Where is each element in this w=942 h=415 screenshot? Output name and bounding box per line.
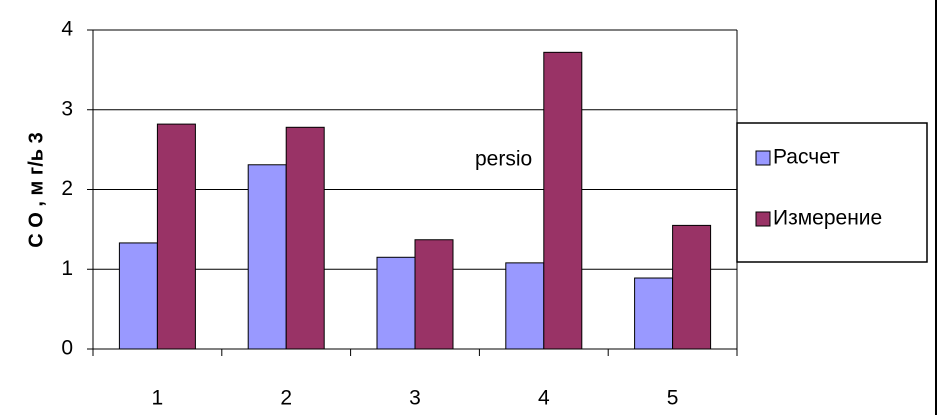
x-tick-label: 3 [409, 387, 421, 410]
bar [414, 239, 454, 350]
bar [156, 123, 196, 350]
bar [634, 277, 674, 350]
legend-box [736, 122, 928, 263]
bar [376, 256, 416, 350]
y-tick-label: 2 [61, 177, 73, 200]
y-tick-label: 3 [61, 97, 73, 120]
bar [505, 262, 545, 350]
legend-swatch [755, 150, 771, 166]
y-tick-label: 4 [61, 18, 73, 41]
x-tick-label: 1 [152, 387, 164, 410]
bar [543, 51, 583, 350]
y-tick-label: 0 [61, 337, 73, 360]
y-axis-label: С О , м г/ь 3 [25, 132, 47, 247]
bar [285, 126, 325, 350]
annotation: persio [475, 148, 532, 171]
bar [672, 224, 712, 350]
bar [247, 164, 287, 350]
x-tick-label: 5 [667, 387, 679, 410]
legend-label: Измерение [773, 207, 882, 230]
legend-label: Расчет [773, 146, 840, 169]
y-tick-label: 1 [61, 257, 73, 280]
bar [118, 242, 158, 350]
x-tick-label: 4 [538, 387, 550, 410]
x-tick-label: 2 [280, 387, 292, 410]
legend-swatch [755, 211, 771, 227]
